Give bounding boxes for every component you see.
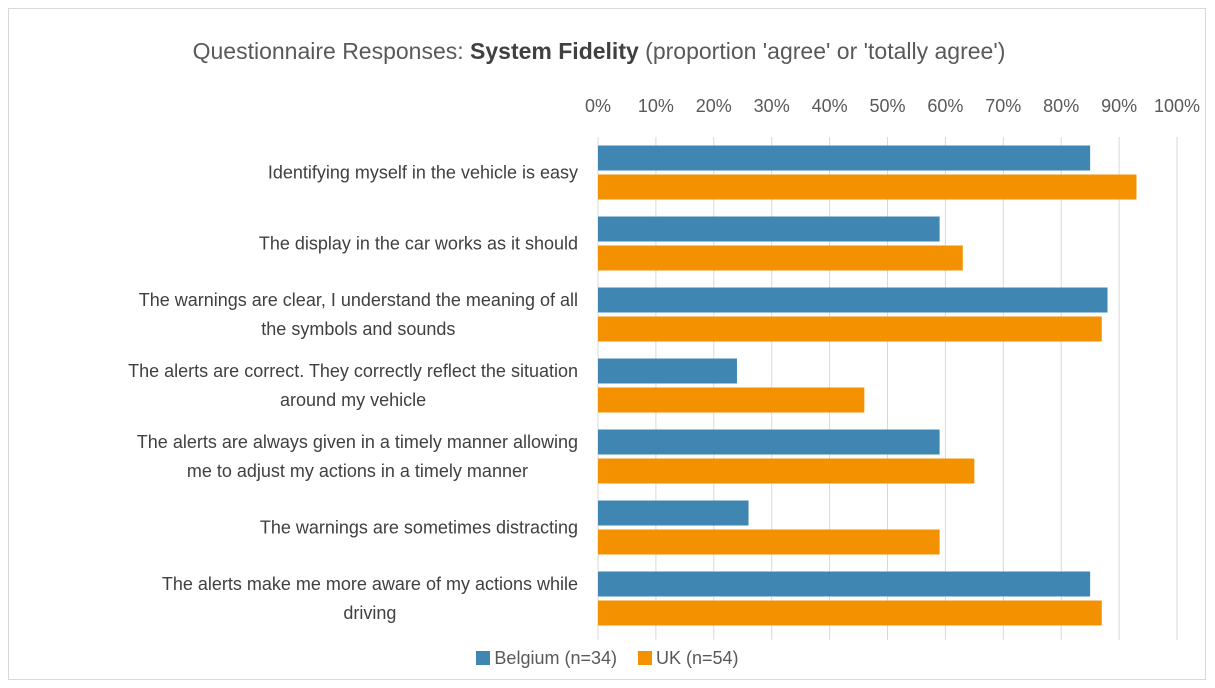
chart-frame [8,8,1206,680]
bar-belgium [598,429,940,455]
x-tick-label: 50% [869,96,905,116]
bar-uk [598,387,865,413]
x-tick-label: 10% [638,96,674,116]
bar-uk [598,174,1137,200]
x-tick-label: 40% [812,96,848,116]
x-tick-label: 70% [985,96,1021,116]
bar-belgium [598,571,1091,597]
x-tick-label: 60% [927,96,963,116]
x-tick-label: 100% [1154,96,1200,116]
legend: Belgium (n=34) UK (n=54) [0,648,1215,669]
x-tick-label: 0% [585,96,611,116]
bar-belgium [598,500,749,526]
category-label: The alerts make me more aware of my acti… [162,574,578,623]
chart-title: Questionnaire Responses: System Fidelity… [0,38,1198,65]
bar-belgium [598,287,1108,313]
bar-belgium [598,145,1091,171]
title-bold: System Fidelity [470,38,639,64]
title-suffix: (proportion 'agree' or 'totally agree') [638,38,1006,64]
title-prefix: Questionnaire Responses: [192,38,471,64]
legend-item-uk: UK (n=54) [638,648,739,669]
legend-swatch-belgium [476,651,491,665]
category-label: The alerts are correct. They correctly r… [128,361,578,410]
category-label: The display in the car works as it shoul… [259,234,578,254]
bar-chart: 0% 10% 20% 30% 40% 50% 60% 70% 80% 90% 100% Identif… [128,96,1200,640]
category-label: The alerts are always given in a timely … [137,432,578,481]
x-tick-label: 90% [1101,96,1137,116]
bar-uk [598,529,940,555]
x-tick-label: 80% [1043,96,1079,116]
bar-uk [598,458,975,484]
legend-label-belgium: Belgium (n=34) [494,648,617,668]
legend-item-belgium: Belgium (n=34) [476,648,617,669]
legend-swatch-uk [638,651,653,665]
bar-belgium [598,358,737,384]
category-label: The warnings are sometimes distracting [260,518,578,538]
bar-uk [598,316,1102,342]
bar-uk [598,245,963,271]
legend-label-uk: UK (n=54) [656,648,739,668]
x-tick-label: 30% [754,96,790,116]
bar-belgium [598,216,940,242]
x-tick-label: 20% [696,96,732,116]
bar-uk [598,600,1102,626]
category-label: The warnings are clear, I understand the… [139,290,578,339]
category-label: Identifying myself in the vehicle is eas… [268,163,578,183]
